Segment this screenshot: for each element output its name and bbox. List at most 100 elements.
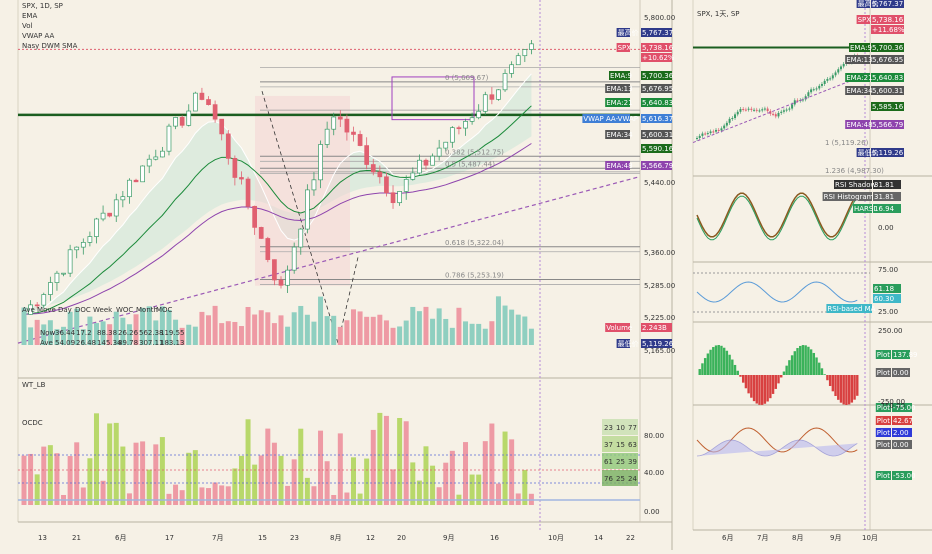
tag-value: 5,566.79 — [642, 162, 673, 170]
plot1-bar — [850, 375, 854, 403]
candle-body — [199, 92, 205, 100]
volume-bar — [397, 326, 403, 345]
tag-value-bg — [641, 28, 672, 37]
right-tag-label: EMA:48 — [846, 121, 872, 129]
right-tag-value: 5,600.31 — [872, 87, 903, 95]
plot1-bar — [828, 375, 832, 386]
candle-body — [496, 89, 501, 100]
osc-tick: 0.00 — [644, 508, 660, 516]
mini-candle — [761, 109, 764, 111]
mini-candle — [728, 118, 731, 123]
plot1-bar — [722, 347, 726, 375]
plot1-bar — [766, 375, 769, 402]
volume-bar — [28, 327, 34, 345]
tag-label-bg — [605, 130, 630, 139]
mini-candle — [839, 66, 842, 70]
rsi-shadow-line — [696, 192, 858, 238]
mini-candle — [744, 109, 747, 111]
lower-panel-title: WT_LB — [22, 381, 46, 389]
right-tag-value: 5,585.16 — [872, 103, 904, 111]
osc-bar — [140, 441, 146, 505]
candle-body — [146, 158, 152, 167]
rsi-tag-value: 16.94 — [874, 205, 895, 213]
right-tag-label-bg — [856, 15, 870, 24]
volume-bar — [357, 311, 363, 345]
osc-bar — [436, 487, 442, 505]
mini-candle — [818, 85, 821, 89]
candle-body — [245, 178, 251, 207]
candle-body — [265, 238, 271, 260]
volume-bar — [522, 316, 528, 345]
candle-body — [463, 120, 468, 129]
right-time-tick: 7月 — [757, 534, 768, 542]
candle-body — [239, 177, 244, 180]
osc-bar — [225, 486, 231, 505]
volume-bar — [515, 314, 521, 345]
plot2-val-bg — [892, 403, 912, 412]
tag-value-bg — [641, 98, 672, 107]
mini-candle — [837, 69, 840, 73]
osc-bar — [265, 428, 271, 505]
volume-bar — [107, 324, 113, 345]
mini-candle — [736, 111, 739, 115]
volume-bar — [469, 323, 475, 345]
tag-value: 5,700.36 — [642, 72, 674, 80]
candle-body — [403, 178, 409, 192]
osc-bar — [304, 477, 310, 505]
candle-body — [357, 134, 363, 146]
volume-bar — [377, 314, 383, 345]
osc-bar — [120, 446, 126, 505]
time-tick: 10月 — [548, 534, 564, 542]
tag-value: 5,767.37 — [642, 29, 673, 37]
osc-bar — [133, 442, 139, 505]
mini-candle — [734, 114, 737, 119]
mini-candle — [712, 131, 715, 133]
plot1-bar — [837, 375, 840, 400]
grid-value: 76 — [604, 475, 613, 483]
candle-body — [436, 147, 442, 157]
volume-bar — [159, 306, 165, 345]
osc-bar — [463, 442, 469, 505]
volume-bar — [47, 320, 53, 345]
grid-cell — [614, 453, 626, 469]
tag-label: Volume — [606, 324, 632, 332]
candle-body — [529, 43, 534, 50]
plot1-tick: -250.00 — [878, 398, 905, 406]
grid-value: 10 — [616, 424, 625, 432]
candle-body — [430, 155, 435, 166]
time-tick: 16 — [490, 534, 499, 542]
candle-body — [489, 94, 495, 100]
plot2-tag-value: 42.67 — [893, 417, 913, 425]
rsi-tag-label: RSI Shadow — [835, 181, 876, 189]
ema-48-line — [23, 143, 532, 315]
right-tag-value-bg — [871, 102, 904, 111]
candle-body — [28, 304, 33, 315]
candle-body — [469, 117, 475, 122]
osc-bar — [311, 486, 317, 505]
rsi2-val-bg — [873, 284, 901, 293]
table-header: Ave Move — [22, 306, 56, 314]
mini-candle — [810, 89, 813, 93]
osc-bar — [74, 442, 80, 505]
volume-bar — [410, 306, 416, 345]
right-tag-label-bg — [845, 86, 870, 95]
plot1-bar — [744, 375, 748, 389]
table-cell: 26.26 — [118, 329, 139, 337]
grid-cell — [626, 453, 638, 469]
plot1-bar — [796, 348, 799, 375]
table-cell: 562.38 — [139, 329, 164, 337]
right-tag-label: EMA:21 — [846, 74, 872, 82]
table-cell: 36.44 — [55, 329, 76, 337]
tag-label-bg — [609, 71, 630, 80]
chart-texts: 0 (5,669.67) 0.382 (5,512.75) 0.5 (5,487.4… — [22, 0, 918, 542]
price-tick: 5,225.00 — [644, 314, 675, 322]
mini-candle — [796, 100, 799, 102]
plot1-bar — [799, 345, 802, 375]
left-legend-line: EMA — [22, 12, 37, 20]
candle-body — [225, 133, 231, 159]
candle-body — [305, 189, 310, 230]
grid-cell — [614, 419, 626, 435]
tag-value: 5,590.16 — [642, 145, 674, 153]
candle-body — [179, 117, 185, 126]
